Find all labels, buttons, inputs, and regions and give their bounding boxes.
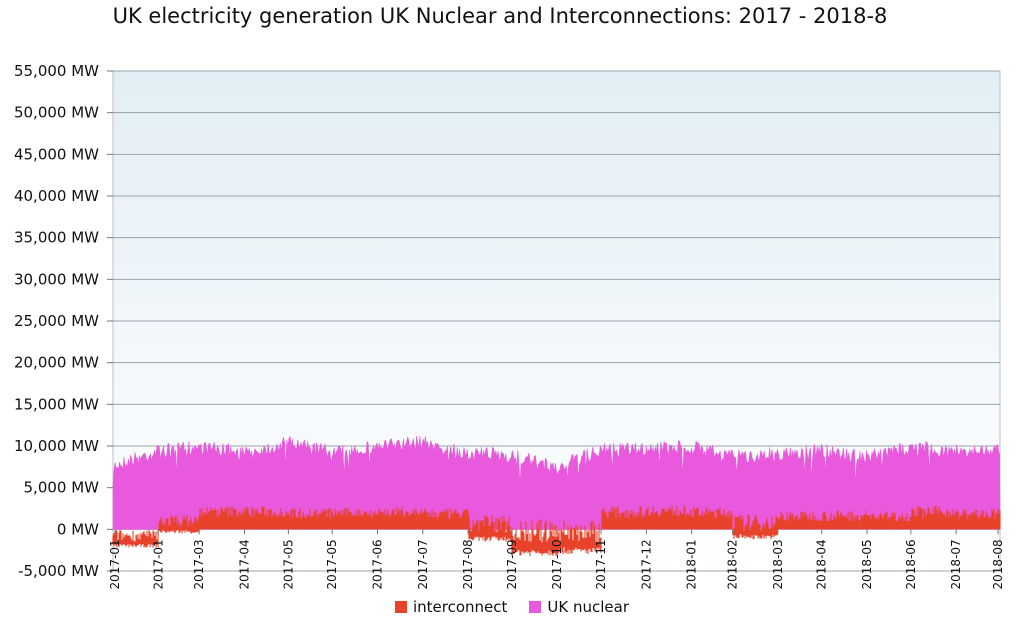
series-interconnect [112, 505, 1001, 556]
x-tick-label: 2018-04 [815, 539, 829, 589]
x-tick-label: 2017-04 [238, 539, 252, 589]
x-tick-label: 2017-01 [151, 539, 165, 589]
x-tick-label: 2017-08 [461, 539, 475, 589]
chart-title: UK electricity generation UK Nuclear and… [112, 4, 888, 28]
y-tick-label: 0 MW [57, 520, 99, 538]
x-tick-label: 2017-11 [594, 539, 608, 589]
y-tick-label: 40,000 MW [14, 187, 99, 205]
y-tick-label: 55,000 MW [14, 62, 99, 80]
x-axis: 2017-01 2017-01 2017-03 2017-04 2017-05 2017-… [108, 529, 1005, 589]
y-tick-label: 35,000 MW [14, 229, 99, 247]
legend-label-interconnect: interconnect [412, 598, 508, 616]
legend-swatch-uk-nuclear [529, 601, 542, 613]
x-tick-label: 2018-05 [860, 539, 874, 589]
series-area-interconnect [112, 505, 1001, 556]
series-uk-nuclear [112, 435, 1001, 530]
y-tick-label: 10,000 MW [14, 437, 99, 455]
legend-label-uk-nuclear: UK nuclear [547, 598, 630, 616]
y-tick-label: 5,000 MW [24, 479, 100, 497]
y-tick-label: 45,000 MW [14, 145, 99, 163]
x-tick-label: 2017-05 [281, 539, 295, 589]
y-tick-label: 15,000 MW [14, 395, 99, 413]
x-tick-label: 2018-02 [726, 539, 740, 589]
legend-item-interconnect: interconnect [394, 598, 508, 616]
x-tick-label: 2018-06 [904, 539, 918, 589]
y-tick-label: -5,000 MW [18, 562, 99, 580]
x-tick-label: 2017-10 [550, 539, 564, 589]
y-tick-label: 20,000 MW [14, 354, 99, 372]
x-tick-label: 2017-01 [108, 539, 122, 589]
x-tick-label: 2018-01 [685, 539, 699, 589]
x-tick-label: 2017-05 [325, 539, 339, 589]
x-tick-label: 2017-03 [192, 539, 206, 589]
y-tick-label: 50,000 MW [14, 104, 99, 122]
y-tick-label: 30,000 MW [14, 270, 99, 288]
x-tick-label: 2018-08 [991, 539, 1005, 589]
x-tick-label: 2018-07 [949, 539, 963, 589]
y-axis: -5,000 MW 0 MW 5,000 MW 10,000 MW 15,000 MW 2… [14, 62, 113, 580]
y-tick-label: 25,000 MW [14, 312, 99, 330]
x-tick-label: 2017-12 [639, 539, 653, 589]
x-tick-label: 2017-06 [370, 539, 384, 589]
x-tick-label: 2018-03 [771, 539, 785, 589]
x-tick-label: 2017-07 [416, 539, 430, 589]
legend: interconnect UK nuclear [0, 598, 1024, 616]
legend-swatch-interconnect [394, 601, 407, 613]
legend-item-uk-nuclear: UK nuclear [529, 598, 629, 616]
series-area-uk-nuclear [112, 435, 1001, 530]
x-tick-label: 2017-09 [505, 539, 519, 589]
